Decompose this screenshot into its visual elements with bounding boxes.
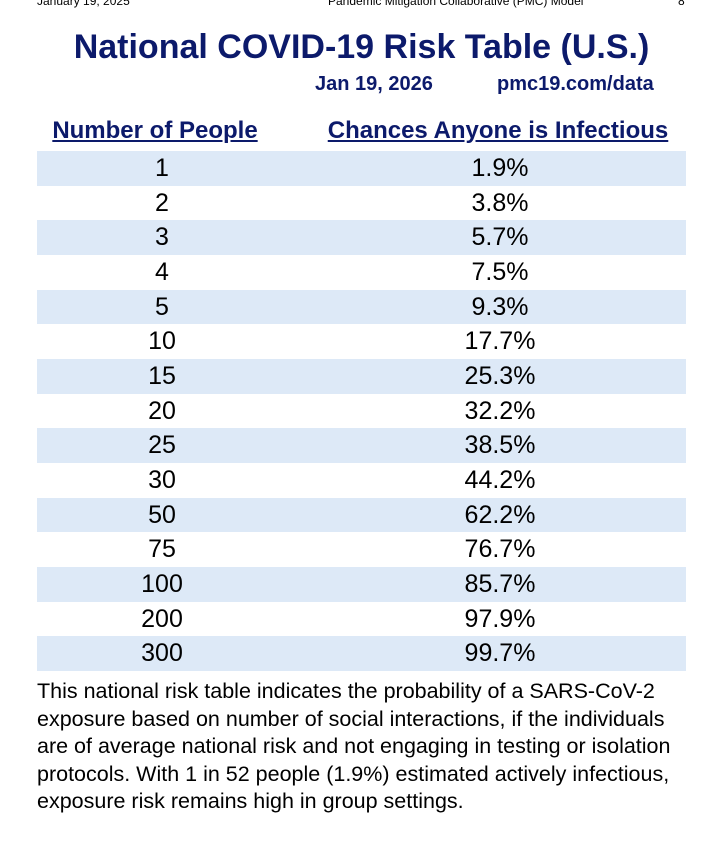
table-cell: 300	[141, 639, 183, 668]
table-cell: 2	[155, 188, 169, 217]
table-cell: 5	[155, 292, 169, 321]
table: 1 1.9% 2 3.8% 3 5.7% 4 7.5% 5 9.3% 10 17.7% 15 25.3% 2…	[37, 151, 686, 671]
table-cell: 1.9%	[471, 154, 529, 182]
table-cell: 100	[141, 569, 183, 598]
table-row: 1 1.9%	[37, 151, 686, 186]
table-cell: 75	[148, 535, 176, 564]
table-cell: 3.8%	[471, 188, 529, 217]
table-cell: 30	[148, 465, 176, 494]
table-row: 5 9.3%	[37, 289, 686, 325]
table-cell: 4	[155, 257, 169, 286]
note: This national risk table indicates the p…	[37, 679, 671, 814]
table-row: 3 5.7%	[37, 220, 686, 255]
table-cell: 99.7%	[464, 639, 536, 668]
table-cell: 7.5%	[471, 257, 529, 286]
title: National COVID-19 Risk Table (U.S.)	[73, 28, 650, 66]
table-cell: 15	[148, 361, 176, 390]
table-row: 50 62.2%	[37, 497, 686, 533]
page-number: 8	[678, 0, 685, 8]
table-cell: 20	[148, 396, 176, 425]
table-cell: 62.2%	[464, 500, 536, 529]
table-row: 30 44.2%	[37, 463, 686, 498]
table-row: 20 32.2%	[37, 394, 686, 429]
table-cell: 38.5%	[464, 431, 536, 460]
column-header: Number of People	[52, 117, 258, 144]
table-cell: 9.3%	[471, 292, 529, 321]
table-cell: 32.2%	[464, 396, 536, 425]
table-row: 15 25.3%	[37, 358, 686, 394]
column-header: Chances Anyone is Infectious	[327, 117, 669, 144]
table-cell: 17.7%	[464, 327, 536, 356]
url: pmc19.com/data	[497, 73, 654, 95]
date: Jan 19, 2026	[315, 73, 433, 95]
table-cell: 5.7%	[471, 223, 529, 252]
table-cell: 10	[148, 327, 176, 356]
table-cell: 200	[141, 604, 183, 633]
table-row: 4 7.5%	[37, 255, 686, 290]
header-date: January 19, 2025	[37, 0, 130, 8]
table-cell: 76.7%	[464, 535, 536, 564]
table-cell: 50	[148, 500, 176, 529]
table-cell: 3	[155, 223, 169, 252]
table-cell: 97.9%	[464, 604, 536, 633]
table-cell: 25	[148, 431, 176, 460]
table-cell: 1	[155, 154, 169, 182]
table-row: 300 99.7%	[37, 636, 686, 671]
table-row: 200 97.9%	[37, 602, 686, 637]
table-row: 25 38.5%	[37, 428, 686, 463]
table-cell: 85.7%	[464, 569, 536, 598]
table-row: 100 85.7%	[37, 566, 686, 602]
table-cell: 44.2%	[464, 465, 536, 494]
table-row: 2 3.8%	[37, 186, 686, 221]
table-cell: 25.3%	[464, 361, 536, 390]
table-row: 10 17.7%	[37, 324, 686, 359]
header-source: Pandemic Mitigation Collaborative (PMC) …	[328, 0, 584, 8]
table-row: 75 76.7%	[37, 532, 686, 567]
